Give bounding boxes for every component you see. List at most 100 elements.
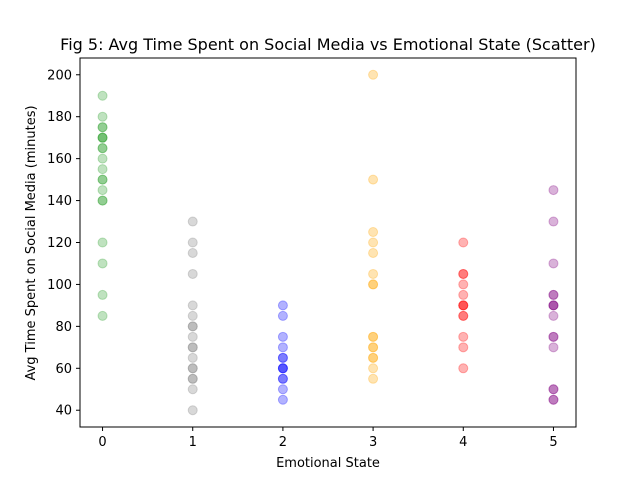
data-point — [368, 268, 379, 279]
data-point — [458, 310, 469, 321]
data-point — [97, 289, 108, 300]
data-point — [187, 237, 198, 248]
data-point — [277, 384, 288, 395]
data-point — [97, 132, 108, 143]
data-point — [368, 363, 379, 374]
data-point — [97, 185, 108, 196]
data-point — [458, 300, 469, 311]
y-tick-label: 120 — [47, 236, 72, 251]
x-tick-label: 0 — [98, 435, 106, 450]
data-point — [187, 342, 198, 353]
data-point — [187, 363, 198, 374]
data-point — [368, 247, 379, 258]
data-point — [368, 331, 379, 342]
data-point — [368, 227, 379, 238]
x-tick-label: 2 — [279, 435, 287, 450]
data-point — [277, 363, 288, 374]
data-point — [97, 310, 108, 321]
data-point — [548, 342, 559, 353]
data-point — [368, 352, 379, 363]
data-point — [187, 405, 198, 416]
data-point — [187, 373, 198, 384]
data-point — [97, 132, 108, 143]
data-point — [97, 143, 108, 154]
data-point — [277, 331, 288, 342]
data-point — [187, 331, 198, 342]
data-point — [97, 122, 108, 133]
data-point — [187, 363, 198, 374]
chart-title: Fig 5: Avg Time Spent on Social Media vs… — [60, 35, 596, 54]
data-point — [187, 373, 198, 384]
data-point — [97, 122, 108, 133]
data-point — [277, 300, 288, 311]
y-axis-label: Avg Time Spent on Social Media (minutes) — [24, 105, 39, 380]
y-tick-label: 80 — [55, 320, 72, 335]
data-point — [368, 279, 379, 290]
data-point — [548, 185, 559, 196]
data-point — [548, 300, 559, 311]
data-point — [187, 247, 198, 258]
data-point — [548, 331, 559, 342]
data-point — [97, 174, 108, 185]
data-point — [277, 363, 288, 374]
y-tick-label: 100 — [47, 278, 72, 293]
data-point — [548, 331, 559, 342]
data-point — [97, 153, 108, 164]
data-point — [97, 195, 108, 206]
data-point — [277, 342, 288, 353]
y-tick-label: 160 — [47, 152, 72, 167]
data-point — [548, 300, 559, 311]
scatter-points — [97, 69, 559, 416]
data-point — [97, 143, 108, 154]
data-point — [368, 342, 379, 353]
data-point — [368, 342, 379, 353]
data-point — [97, 195, 108, 206]
y-tick-label: 40 — [55, 404, 72, 419]
data-point — [458, 279, 469, 290]
data-point — [458, 331, 469, 342]
data-point — [187, 268, 198, 279]
data-point — [187, 321, 198, 332]
data-point — [368, 174, 379, 185]
data-point — [277, 352, 288, 363]
data-point — [458, 363, 469, 374]
data-point — [368, 279, 379, 290]
y-tick-label: 200 — [47, 68, 72, 83]
data-point — [187, 342, 198, 353]
data-point — [187, 352, 198, 363]
data-point — [458, 289, 469, 300]
data-point — [368, 69, 379, 80]
data-point — [277, 394, 288, 405]
data-point — [277, 310, 288, 321]
data-point — [277, 352, 288, 363]
y-axis-ticks: 40 60 80 100 120 140 160 180 200 — [47, 68, 80, 419]
data-point — [548, 289, 559, 300]
data-point — [368, 373, 379, 384]
x-axis-label: Emotional State — [276, 456, 380, 471]
data-point — [548, 300, 559, 311]
x-tick-label: 1 — [189, 435, 197, 450]
data-point — [548, 310, 559, 321]
data-point — [458, 268, 469, 279]
data-point — [458, 300, 469, 311]
x-tick-label: 3 — [369, 435, 377, 450]
data-point — [368, 237, 379, 248]
x-tick-label: 5 — [549, 435, 557, 450]
data-point — [97, 237, 108, 248]
data-point — [187, 216, 198, 227]
data-point — [97, 258, 108, 269]
x-tick-label: 4 — [459, 435, 467, 450]
data-point — [458, 300, 469, 311]
data-point — [458, 342, 469, 353]
data-point — [97, 164, 108, 175]
data-point — [97, 132, 108, 143]
y-tick-label: 60 — [55, 362, 72, 377]
data-point — [187, 300, 198, 311]
plot-frame — [79, 57, 577, 428]
data-point — [458, 310, 469, 321]
x-axis-ticks: 0 1 2 3 4 5 — [98, 427, 558, 450]
data-point — [277, 363, 288, 374]
data-point — [368, 352, 379, 363]
data-point — [187, 310, 198, 321]
data-point — [277, 373, 288, 384]
